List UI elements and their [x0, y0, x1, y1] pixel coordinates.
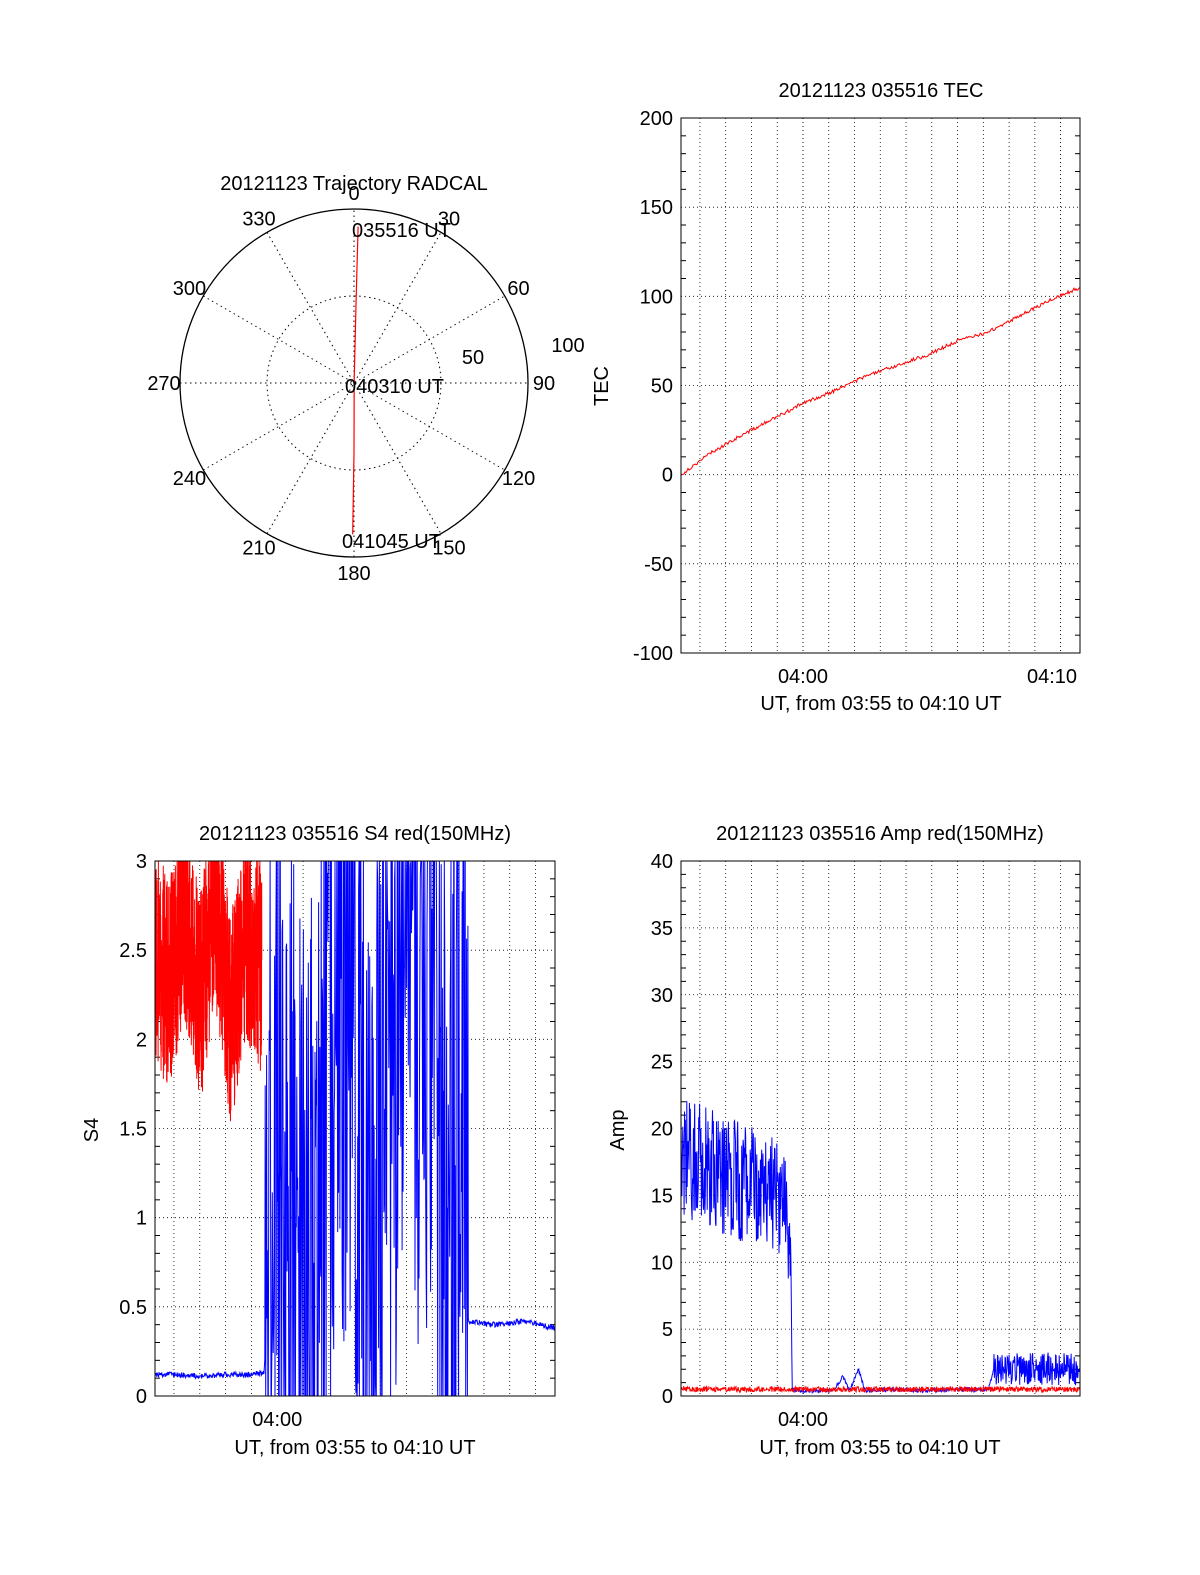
radial-label-50: 50: [462, 347, 484, 369]
polar-angle-label-330: 330: [242, 208, 275, 230]
polar-angle-label-30: 30: [438, 208, 460, 230]
s4-x-axis-label: UT, from 03:55 to 04:10 UT: [234, 1437, 475, 1459]
y-tick-label: 35: [651, 918, 673, 940]
amp-grid: [681, 861, 1080, 1396]
polar-spoke: [266, 232, 442, 534]
y-tick-label: 3: [136, 851, 147, 873]
series-line-0: [680, 287, 1081, 476]
s4-plot: 20121123 035516 S4 red(150MHz) 3 2.5 2 1.5 1…: [81, 823, 556, 1459]
tec-series: [680, 287, 1081, 476]
polar-spoke: [203, 295, 505, 471]
polar-angle-label-90: 90: [533, 373, 555, 395]
amp-frame: [680, 860, 1081, 1397]
y-tick-label: 200: [640, 108, 673, 130]
amp-title: 20121123 035516 Amp red(150MHz): [716, 823, 1044, 845]
tec-plot: 20121123 035516 TEC 200150100500-50-100 …: [591, 80, 1081, 715]
y-tick-label: 5: [662, 1319, 673, 1341]
polar-angle-label-180: 180: [337, 563, 370, 585]
y-tick-label: 0: [662, 465, 673, 487]
y-tick-label: 1: [136, 1208, 147, 1230]
polar-angle-label-270: 270: [147, 373, 180, 395]
series-line-1: [154, 860, 263, 1122]
amp-plot: 20121123 035516 Amp red(150MHz) 40 35 30 25…: [607, 823, 1081, 1459]
s4-x-tick-labels: 04:00: [252, 1409, 302, 1431]
amp-y-axis-label: Amp: [607, 1109, 629, 1150]
radial-label-100: 100: [551, 335, 584, 357]
x-tick-label: 04:00: [778, 666, 828, 688]
y-tick-label: 25: [651, 1052, 673, 1074]
amp-y-tick-labels: 40 35 30 25 20 15 10 5 0: [651, 851, 673, 1408]
polar-angle-label-240: 240: [173, 468, 206, 490]
tec-y-tick-labels: 200 150 100 50 0 -50 -100: [633, 108, 673, 665]
trajectory-track: [352, 226, 359, 535]
y-tick-label: -100: [633, 643, 673, 665]
y-tick-label: 10: [651, 1252, 673, 1274]
tec-title: 20121123 035516 TEC: [779, 80, 984, 102]
s4-frame: [154, 860, 556, 1397]
y-tick-label: 30: [651, 985, 673, 1007]
polar-angle-label-60: 60: [507, 278, 529, 300]
x-tick-label: 04:00: [778, 1409, 828, 1431]
series-line-1: [680, 1384, 1081, 1394]
amp-series: [680, 1100, 1081, 1395]
y-tick-label: 0: [136, 1386, 147, 1408]
x-tick-label: 04:10: [1027, 666, 1077, 688]
tec-y-axis-label: TEC: [591, 366, 613, 406]
polar-angle-labels: 0 30 60 90 120 150 180 210 240 270 300 330: [147, 183, 555, 585]
y-tick-label: 20: [651, 1119, 673, 1141]
trajectory-title: 20121123 Trajectory RADCAL: [220, 173, 488, 195]
y-tick-label: -50: [644, 554, 673, 576]
s4-y-tick-labels: 3 2.5 2 1.5 1 0.5 0: [119, 851, 147, 1408]
polar-angle-label-120: 120: [502, 468, 535, 490]
amp-x-tick-labels: 04:00: [778, 1409, 828, 1431]
trajectory-start-label: 035516 UT: [352, 220, 451, 242]
y-tick-label: 50: [651, 376, 673, 398]
tec-x-tick-labels: 04:00 04:10: [778, 666, 1077, 688]
tec-frame: [680, 117, 1081, 654]
y-tick-label: 40: [651, 851, 673, 873]
y-tick-label: 1.5: [119, 1119, 147, 1141]
polar-angle-label-300: 300: [173, 278, 206, 300]
polar-angle-label-210: 210: [242, 538, 275, 560]
s4-y-axis-label: S4: [81, 1118, 103, 1142]
y-tick-label: 150: [640, 197, 673, 219]
trajectory-plot: 20121123 Trajectory RADCAL 0 30 60 90 120 150…: [147, 173, 584, 585]
trajectory-mid-label: 040310 UT: [345, 376, 444, 398]
amp-x-axis-label: UT, from 03:55 to 04:10 UT: [759, 1437, 1000, 1459]
x-tick-label: 04:00: [252, 1409, 302, 1431]
series-line-0: [680, 1100, 1081, 1395]
y-tick-label: 15: [651, 1185, 673, 1207]
y-tick-label: 100: [640, 286, 673, 308]
polar-grid: [179, 208, 529, 558]
tec-grid: [681, 118, 1080, 653]
trajectory-end-label: 041045 UT: [342, 531, 441, 553]
polar-angle-label-150: 150: [432, 538, 465, 560]
y-tick-label: 2: [136, 1029, 147, 1051]
y-tick-label: 2.5: [119, 940, 147, 962]
polar-spoke: [203, 295, 505, 471]
y-tick-label: 0: [662, 1386, 673, 1408]
y-tick-label: 0.5: [119, 1297, 147, 1319]
polar-spoke: [266, 232, 442, 534]
tec-x-axis-label: UT, from 03:55 to 04:10 UT: [760, 693, 1001, 715]
polar-angle-label-0: 0: [348, 183, 359, 205]
s4-title: 20121123 035516 S4 red(150MHz): [199, 823, 511, 845]
